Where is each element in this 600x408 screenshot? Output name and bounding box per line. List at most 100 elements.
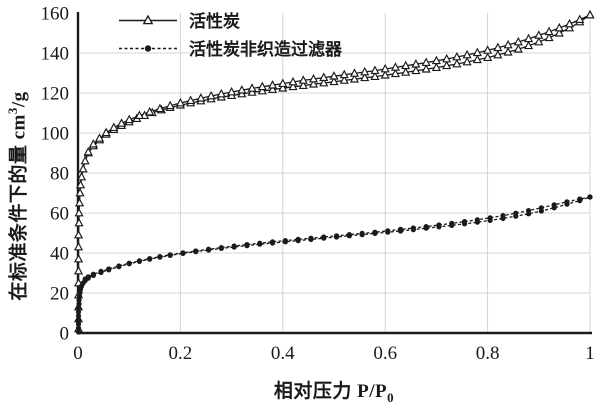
circle-marker [257, 240, 263, 246]
triangle-marker [278, 83, 288, 92]
circle-marker [487, 215, 493, 221]
triangle-marker [237, 85, 247, 94]
circle-marker [269, 239, 276, 245]
x-tick-label: 0.8 [476, 343, 500, 364]
circle-marker [410, 225, 416, 231]
triangle-marker [134, 110, 145, 119]
triangle-marker [575, 14, 585, 23]
circle-marker [500, 213, 506, 219]
triangle-marker [75, 179, 86, 189]
triangle-marker [77, 171, 87, 181]
triangle-marker [74, 197, 85, 207]
triangle-marker [493, 42, 503, 52]
y-tick-label: 40 [50, 244, 69, 265]
triangle-marker [564, 22, 575, 32]
x-tick-label: 0.4 [271, 343, 295, 364]
triangle-marker [116, 118, 127, 127]
legend-label-activated-carbon: 活性炭 [189, 12, 240, 31]
x-tick-label: 0.2 [169, 343, 193, 364]
x-tick-label: 1 [585, 343, 595, 364]
triangle-marker [339, 75, 349, 84]
circle-marker [218, 245, 224, 251]
circle-marker [551, 202, 557, 208]
triangle-marker [523, 33, 534, 43]
circle-marker [538, 205, 544, 211]
triangle-marker [554, 28, 564, 37]
triangle-marker [462, 49, 472, 59]
triangle-marker [503, 47, 513, 56]
y-tick-label: 120 [41, 84, 70, 105]
circle-marker [136, 258, 143, 264]
triangle-marker [544, 26, 554, 36]
triangle-marker [145, 106, 155, 116]
circle-marker [75, 317, 82, 323]
circle-marker [193, 248, 199, 254]
circle-marker [461, 219, 468, 225]
circle-marker [126, 260, 132, 266]
triangle-marker [73, 241, 84, 251]
triangle-marker [452, 58, 462, 68]
triangle-marker [101, 127, 111, 137]
triangle-marker [503, 39, 513, 49]
circle-marker [90, 271, 96, 277]
circle-marker [359, 230, 365, 236]
legend-label-nonwoven-filter: 活性炭非织造过滤器 [189, 40, 342, 59]
triangle-marker [80, 155, 90, 165]
y-axis-title: 在标准条件下的量 cm3/g [4, 91, 31, 300]
circle-marker [436, 222, 442, 228]
triangle-marker [564, 18, 575, 28]
triangle-marker [247, 83, 257, 92]
triangle-marker [124, 114, 134, 124]
x-tick-label: 0 [73, 343, 83, 364]
circle-marker [106, 266, 112, 272]
triangle-marker [483, 45, 493, 54]
triangle-marker [401, 60, 411, 70]
circle-marker [167, 252, 173, 258]
triangle-marker [308, 73, 319, 83]
triangle-marker [94, 133, 105, 142]
triangle-marker [380, 63, 390, 73]
circle-marker [75, 321, 82, 327]
series-line-solid [77, 14, 591, 329]
y-axis-title-suffix: /g [8, 91, 30, 108]
y-tick-label: 80 [50, 164, 69, 185]
triangle-marker [483, 52, 493, 61]
triangle-marker [349, 74, 360, 83]
triangle-marker [442, 60, 452, 70]
triangle-marker [227, 86, 237, 96]
legend: 活性炭 活性炭非织造过滤器 [118, 7, 342, 60]
circle-marker [98, 268, 104, 274]
circle-marker [385, 228, 391, 234]
triangle-marker [523, 40, 534, 50]
triangle-marker [247, 87, 257, 96]
triangle-marker [339, 69, 349, 79]
circle-marker [564, 199, 570, 205]
triangle-marker [472, 47, 482, 57]
triangle-marker [421, 57, 431, 66]
triangle-marker [411, 65, 421, 75]
circle-marker [75, 325, 82, 331]
triangle-marker [78, 163, 88, 173]
y-tick-label: 20 [50, 284, 69, 305]
triangle-marker [83, 146, 93, 156]
x-tick-label: 0.6 [373, 343, 397, 364]
triangle-marker [513, 44, 523, 53]
circle-marker [282, 238, 288, 244]
triangle-marker [267, 80, 278, 89]
y-tick-label: 100 [41, 124, 70, 145]
triangle-marker [308, 79, 319, 88]
triangle-marker [442, 53, 452, 63]
circle-marker [577, 196, 583, 202]
triangle-marker [319, 72, 329, 81]
circle-marker [295, 236, 301, 242]
circle-marker [449, 220, 455, 226]
circle-marker [147, 256, 153, 262]
triangle-marker [390, 62, 401, 71]
triangle-marker [462, 56, 472, 66]
triangle-marker [216, 88, 226, 98]
triangle-marker [74, 207, 84, 217]
triangle-marker [267, 84, 278, 93]
circle-marker [333, 233, 340, 239]
x-axis-title-subscript: 0 [387, 389, 395, 405]
